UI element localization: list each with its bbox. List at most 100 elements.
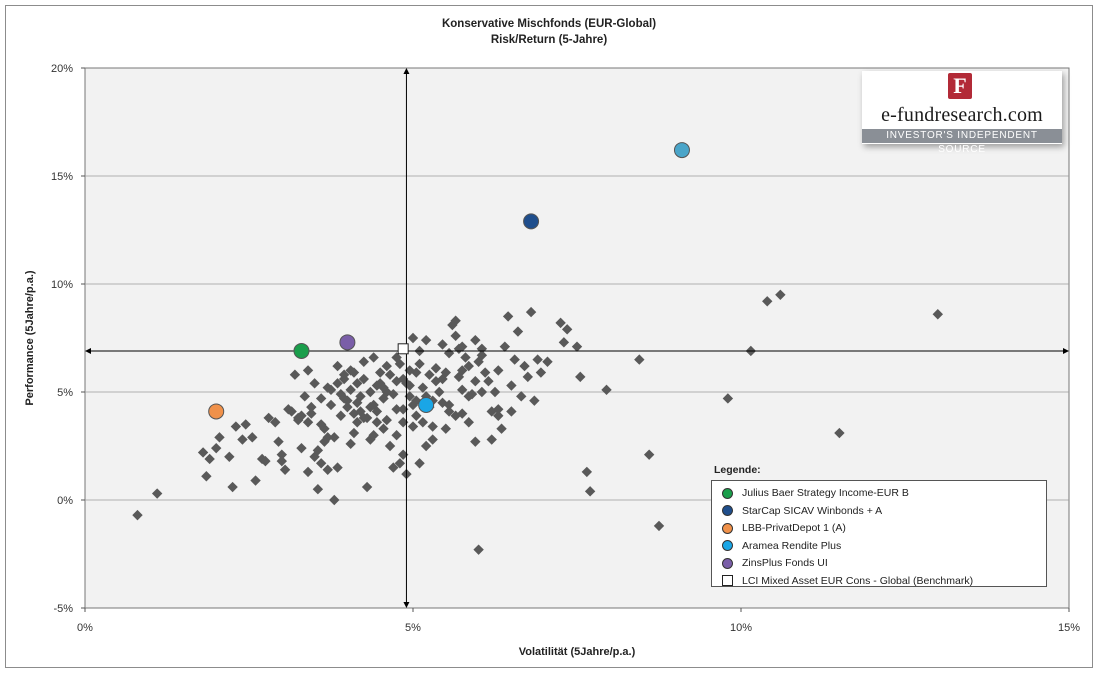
fund-point [296,442,307,454]
fund-point [643,449,655,460]
legend-swatch [722,575,733,586]
fund-point [463,360,474,372]
y-axis-title: Performance (5Jahre/p.a.) [24,270,36,405]
legend-item: Aramea Rendite Plus [722,538,841,554]
fund-point [299,391,310,402]
fund-point [371,406,383,417]
legend-swatch [722,487,733,499]
fund-point [535,367,547,378]
fund-point [437,373,448,385]
x-tick-label: 15% [1058,622,1080,634]
fund-point [476,350,488,361]
fund-point [424,369,435,380]
fund-point [404,380,415,391]
fund-point [368,430,379,441]
fund-point [322,382,333,393]
fund-point [315,458,327,469]
fund-point [329,432,340,443]
fund-point [634,354,645,365]
fund-point [506,380,517,391]
fund-point [325,399,337,411]
fund-point [460,352,471,363]
y-tick-label: 5% [57,387,73,399]
fund-point [348,427,360,439]
fund-point [493,410,504,421]
fund-point [509,354,520,365]
x-tick-label: 0% [77,622,93,634]
highlight-point [673,142,690,159]
series-point [293,342,310,359]
logo: F e-fundresearch.com INVESTOR'S INDEPEND… [862,71,1062,155]
legend-swatch [722,505,733,516]
fund-point [430,363,442,374]
fund-point [388,388,399,400]
fund-point [414,458,425,469]
fund-point [457,365,468,376]
fund-point [224,451,235,462]
fund-point [352,397,363,408]
fund-point [358,412,369,424]
fund-point [397,373,409,385]
y-tick-label: 15% [51,171,73,183]
x-axis-title: Volatilität (5Jahre/p.a.) [519,646,636,658]
fund-point [378,423,389,434]
legend-label: Aramea Rendite Plus [742,539,842,552]
legend-label: ZinsPlus Fonds UI [742,557,828,569]
fund-point [306,408,317,419]
y-tick-label: 20% [51,63,73,75]
fund-point [493,365,504,376]
x-tick-label: 5% [405,622,421,634]
fund-point [381,360,392,372]
fund-point [571,341,583,352]
legend-item: LCI Mixed Asset EUR Cons - Global (Bench… [722,573,973,589]
fund-point [404,365,415,376]
fund-point [230,421,242,432]
fund-point [309,378,320,389]
fund-point [322,464,333,475]
y-tick-label: 10% [51,279,73,291]
fund-point [388,462,399,473]
chart-frame [5,5,1093,668]
chart-title: Konservative Mischfonds (EUR-Global) [441,18,657,30]
legend-label: LCI Mixed Asset EUR Cons - Global (Bench… [742,574,974,587]
series-point [418,396,435,413]
fund-point [653,520,665,532]
legend-label: Julius Baer Strategy Income-EUR B [742,487,909,499]
fund-point [302,466,314,478]
fund-point [561,324,573,335]
fund-point [332,360,343,372]
fund-point [476,386,488,398]
fund-point [361,481,373,493]
fund-point [381,414,392,426]
fund-point [286,406,297,417]
fund-point [834,427,845,439]
x-tick-label: 10% [730,622,752,634]
fund-point [151,488,163,499]
fund-point [417,417,429,428]
fund-point [276,449,287,460]
fund-point [384,440,396,452]
fund-point [397,449,409,460]
arrow-left [85,347,91,354]
fund-point [457,408,468,419]
legend-swatch [722,522,733,534]
fund-point [197,447,209,458]
logo-f-icon: F [948,73,972,99]
legend-swatch [722,540,733,551]
legend-label: StarCap SICAV Winbonds + A [742,504,883,517]
fund-point [489,386,501,398]
fund-point [932,309,943,320]
legend-item: LBB-PrivatDepot 1 (A) [722,520,846,536]
fund-point [260,455,271,467]
fund-point [338,393,350,404]
fund-point [434,386,445,398]
y-tick-label: 0% [57,495,73,507]
fund-point [247,432,258,443]
fund-point [371,417,383,428]
fund-point [516,391,527,402]
fund-point [417,382,429,393]
fund-point [496,423,507,434]
fund-point [486,434,497,445]
fund-point [250,475,261,486]
fund-point [132,509,143,521]
